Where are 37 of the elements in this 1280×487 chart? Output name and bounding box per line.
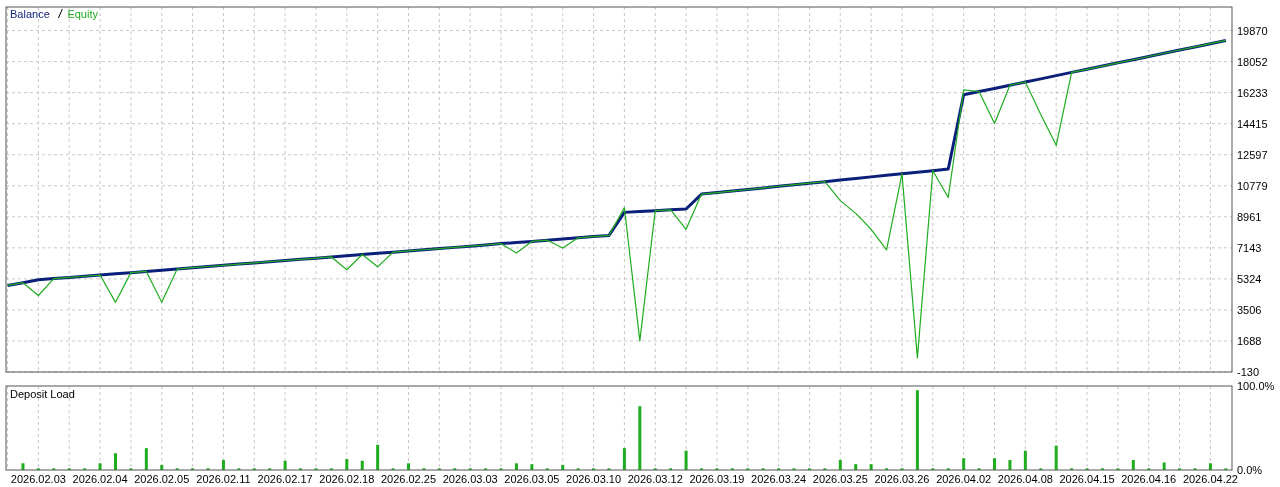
x-tick-label: 2026.03.05	[504, 473, 560, 485]
x-tick-label: 2026.02.05	[134, 473, 190, 485]
x-tick-label: 2026.04.15	[1059, 473, 1115, 485]
y-tick-label: 5324	[1237, 272, 1262, 285]
text: Balance	[10, 8, 50, 20]
x-tick-label: 2026.02.04	[72, 473, 128, 485]
x-tick-label: 2026.04.22	[1182, 473, 1238, 485]
x-tick-label: 2026.03.24	[751, 473, 807, 485]
y-tick-label: 19870	[1237, 24, 1268, 37]
x-tick-label: 2026.04.16	[1121, 473, 1177, 485]
x-tick-label: 2026.03.19	[689, 473, 745, 485]
y-tick-label: 0.0%	[1237, 464, 1263, 476]
x-tick-label: 2026.03.03	[442, 473, 498, 485]
x-tick-label: 2026.03.25	[812, 473, 868, 485]
x-tick-label: 2026.02.11	[196, 473, 251, 485]
y-tick-label: -130	[1237, 366, 1260, 378]
y-tick-label: 3506	[1237, 303, 1262, 316]
x-tick-label: 2026.02.17	[257, 473, 313, 485]
x-tick-label: 2026.04.02	[936, 473, 992, 485]
y-tick-label: 12597	[1237, 148, 1268, 161]
x-tick-label: 2026.04.08	[997, 473, 1053, 485]
chart-title: Deposit Load	[10, 388, 75, 400]
x-tick-label: 2026.02.18	[319, 473, 375, 485]
y-tick-label: 10779	[1237, 179, 1268, 192]
x-tick-label: 2026.02.25	[380, 473, 437, 485]
y-tick-label: 18052	[1237, 55, 1268, 68]
x-tick-label: 2026.03.26	[874, 473, 930, 485]
y-tick-label: 8961	[1237, 210, 1262, 223]
y-tick-label: 14415	[1237, 117, 1268, 130]
y-tick-label: 16233	[1237, 86, 1268, 99]
x-tick-label: 2026.02.03	[10, 473, 66, 485]
text: Equity	[67, 8, 99, 20]
x-tick-label: 2026.03.12	[627, 473, 683, 485]
y-tick-label: 7143	[1237, 241, 1262, 254]
x-tick-label: 2026.03.10	[566, 473, 622, 485]
y-tick-label: 100.0%	[1237, 380, 1275, 392]
y-tick-label: 1688	[1237, 334, 1262, 347]
